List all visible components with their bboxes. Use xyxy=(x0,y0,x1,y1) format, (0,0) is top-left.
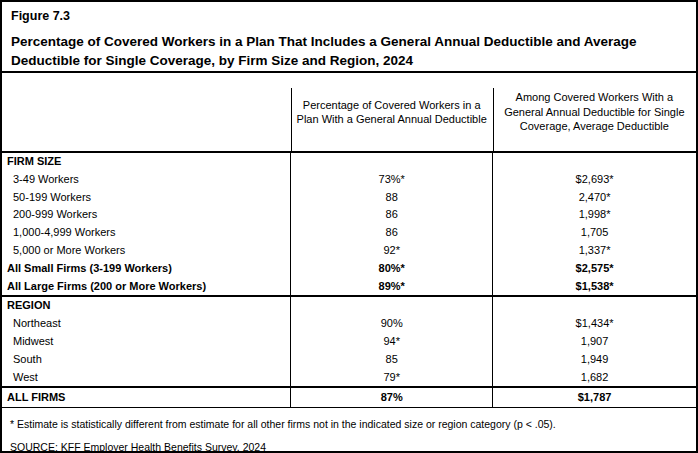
table-row-200-999-workers: 200-999 Workers 86 1,998* xyxy=(2,206,696,224)
avg-value: $1,787 xyxy=(493,387,696,408)
column-header-percentage: Percentage of Covered Workers in a Plan … xyxy=(291,73,493,152)
table-row-1000-4999-workers: 1,000-4,999 Workers 86 1,705 xyxy=(2,224,696,242)
row-label: All Large Firms (200 or More Workers) xyxy=(2,278,291,297)
pct-value: 92* xyxy=(291,242,493,260)
row-label: REGION xyxy=(2,296,291,315)
row-label: FIRM SIZE xyxy=(2,152,291,171)
table-row-south: South 85 1,949 xyxy=(2,351,696,369)
row-label: 200-999 Workers xyxy=(2,206,291,224)
figure-number: Figure 7.3 xyxy=(11,9,687,23)
column-header-average-deductible: Among Covered Workers With a General Ann… xyxy=(493,73,696,152)
avg-value: 1,705 xyxy=(493,224,696,242)
avg-value xyxy=(493,152,696,171)
table-row-west: West 79* 1,682 xyxy=(2,369,696,388)
row-label: Northeast xyxy=(2,315,291,333)
table-row-50-199-workers: 50-199 Workers 88 2,470* xyxy=(2,189,696,207)
pct-value: 94* xyxy=(291,333,493,351)
avg-value: 1,998* xyxy=(493,206,696,224)
row-label: ALL FIRMS xyxy=(2,387,291,408)
table-row-region-header: REGION xyxy=(2,296,696,315)
avg-value: $2,575* xyxy=(493,260,696,278)
avg-value: 2,470* xyxy=(493,189,696,207)
source-text: SOURCE: KFF Employer Health Benefits Sur… xyxy=(10,441,688,453)
row-label: 3-49 Workers xyxy=(2,171,291,189)
table-row-3-49-workers: 3-49 Workers 73%* $2,693* xyxy=(2,171,696,189)
table-row-firm-size-header: FIRM SIZE xyxy=(2,152,696,171)
pct-value: 73%* xyxy=(291,171,493,189)
avg-value: 1,907 xyxy=(493,333,696,351)
row-label: West xyxy=(2,369,291,388)
row-label: 50-199 Workers xyxy=(2,189,291,207)
row-label: South xyxy=(2,351,291,369)
avg-value: 1,682 xyxy=(493,369,696,388)
table-row-all-large-firms: All Large Firms (200 or More Workers) 89… xyxy=(2,278,696,297)
avg-value: 1,337* xyxy=(493,242,696,260)
pct-value: 86 xyxy=(291,206,493,224)
footnote-text: * Estimate is statistically different fr… xyxy=(10,418,688,431)
avg-value: $1,538* xyxy=(493,278,696,297)
avg-value: $2,693* xyxy=(493,171,696,189)
table-row-northeast: Northeast 90% $1,434* xyxy=(2,315,696,333)
figure-page: Figure 7.3 Percentage of Covered Workers… xyxy=(0,0,698,453)
avg-value: $1,434* xyxy=(493,315,696,333)
row-label: Midwest xyxy=(2,333,291,351)
figure-title: Percentage of Covered Workers in a Plan … xyxy=(11,32,687,70)
pct-value: 79* xyxy=(291,369,493,388)
pct-value: 88 xyxy=(291,189,493,207)
pct-value xyxy=(291,152,493,171)
pct-value: 89%* xyxy=(291,278,493,297)
avg-value: 1,949 xyxy=(493,351,696,369)
table-row-all-firms: ALL FIRMS 87% $1,787 xyxy=(2,387,696,408)
pct-value: 86 xyxy=(291,224,493,242)
pct-value xyxy=(291,296,493,315)
avg-value xyxy=(493,296,696,315)
pct-value: 87% xyxy=(291,387,493,408)
row-label: 5,000 or More Workers xyxy=(2,242,291,260)
pct-value: 85 xyxy=(291,351,493,369)
deductible-table: Percentage of Covered Workers in a Plan … xyxy=(2,73,696,408)
figure-header: Figure 7.3 Percentage of Covered Workers… xyxy=(2,2,696,73)
pct-value: 80%* xyxy=(291,260,493,278)
empty-corner-cell xyxy=(2,73,291,152)
notes-section: * Estimate is statistically different fr… xyxy=(2,408,696,453)
row-label: All Small Firms (3-199 Workers) xyxy=(2,260,291,278)
pct-value: 90% xyxy=(291,315,493,333)
table-row-midwest: Midwest 94* 1,907 xyxy=(2,333,696,351)
table-row-all-small-firms: All Small Firms (3-199 Workers) 80%* $2,… xyxy=(2,260,696,278)
row-label: 1,000-4,999 Workers xyxy=(2,224,291,242)
table-row-5000-or-more-workers: 5,000 or More Workers 92* 1,337* xyxy=(2,242,696,260)
table-header-row: Percentage of Covered Workers in a Plan … xyxy=(2,73,696,152)
